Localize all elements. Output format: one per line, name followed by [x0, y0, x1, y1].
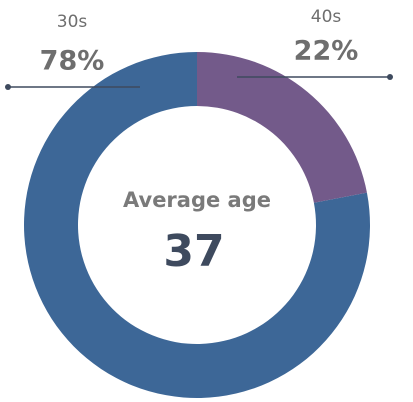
donut-slice	[23, 52, 370, 398]
leader-dot	[387, 74, 393, 80]
donut-slice	[197, 52, 367, 203]
leader-dot	[5, 84, 11, 90]
value-label: 22%	[294, 36, 359, 67]
category-label: 30s	[57, 12, 88, 32]
value-label: 78%	[40, 46, 105, 77]
category-label: 40s	[311, 7, 342, 27]
center-value: 37	[163, 226, 224, 277]
center-label: Average age	[123, 188, 271, 212]
